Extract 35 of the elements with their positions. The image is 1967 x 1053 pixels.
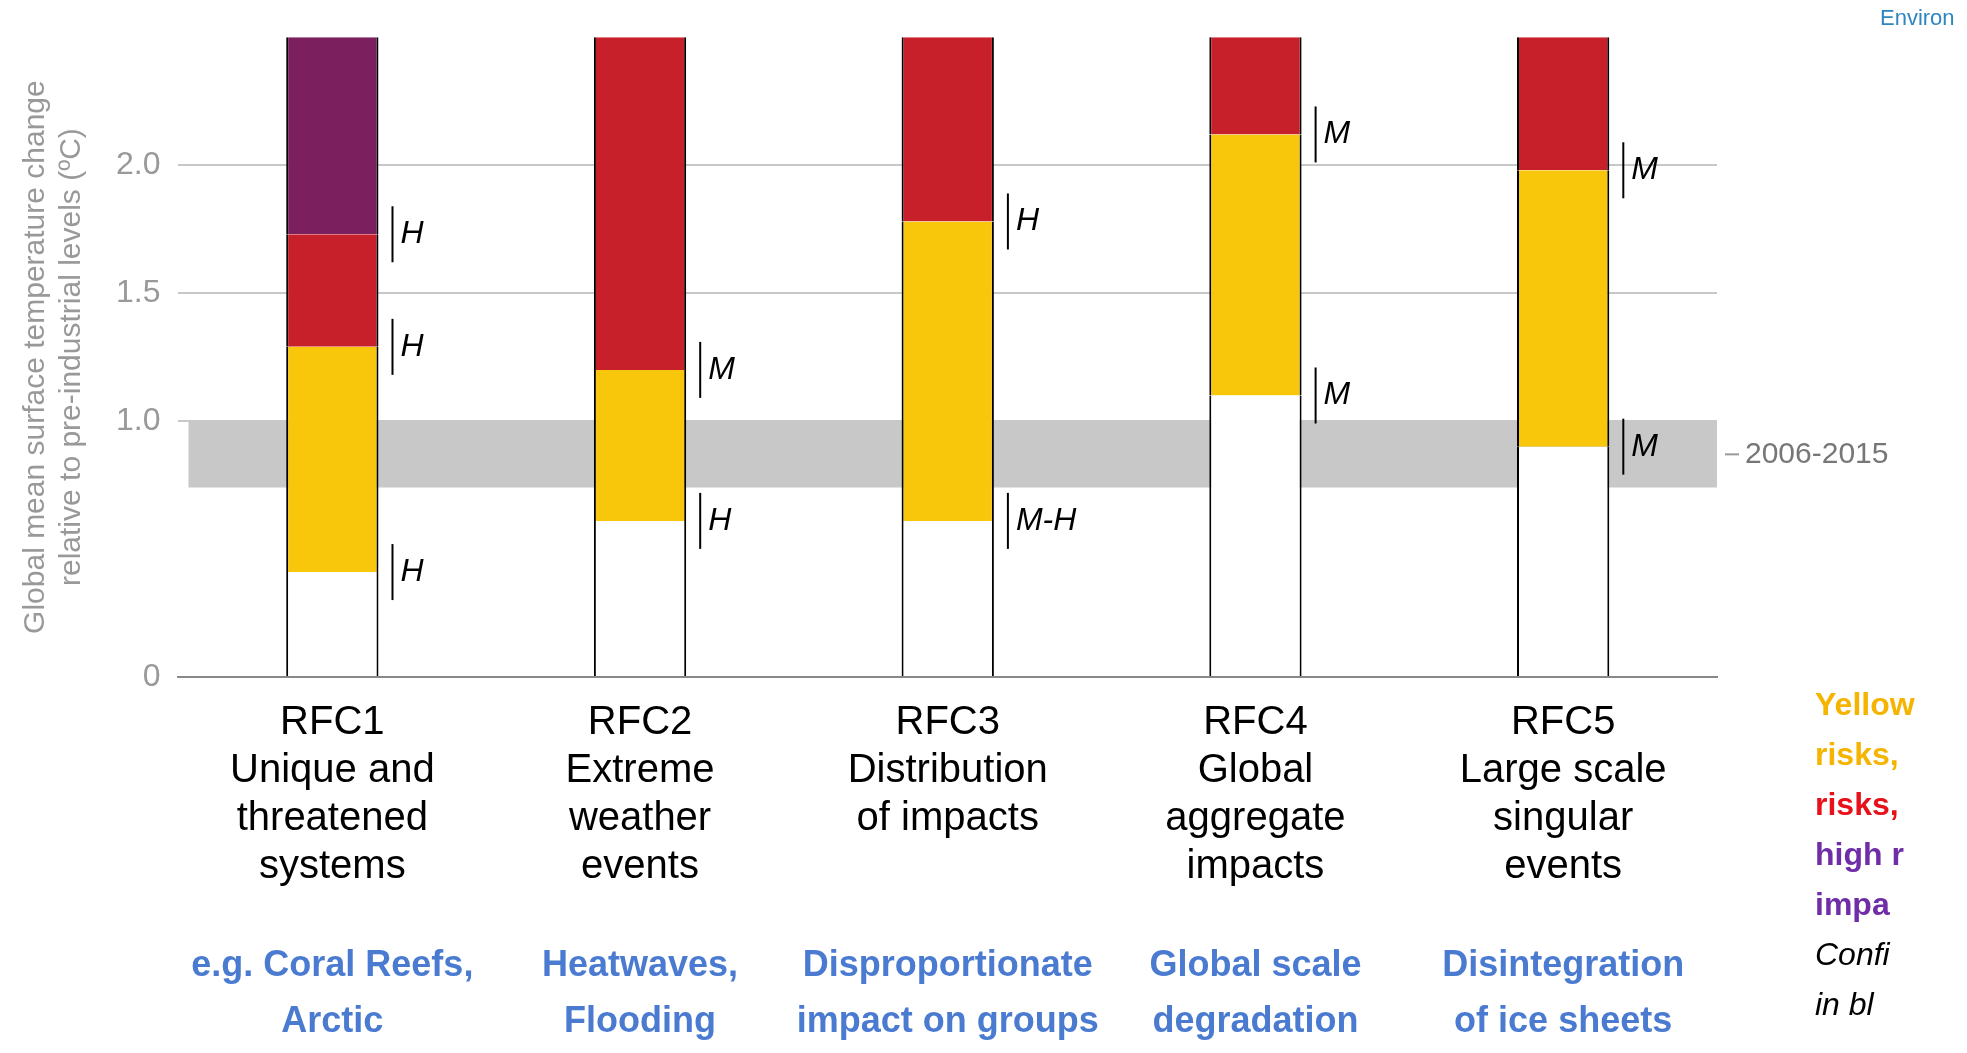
text: high r bbox=[1815, 835, 1904, 872]
y-tick-label: 0 bbox=[142, 656, 161, 693]
x-tick-label: RFC5 Large scale singular events bbox=[1459, 698, 1667, 887]
y-tick-label: 1.0 bbox=[116, 400, 161, 437]
annotation: H bbox=[400, 551, 425, 588]
x-tick-label: RFC2 Extreme weather events bbox=[565, 698, 715, 887]
x-tick-label: RFC3 Distribution of impacts bbox=[847, 698, 1048, 839]
y-axis-title: Global mean surface temperature change relative to pre-industrial levels (ºC) bbox=[17, 80, 87, 634]
text: impa bbox=[1815, 885, 1890, 922]
annotation: M bbox=[1631, 426, 1659, 463]
text: Disintegration of ice sheets bbox=[1442, 942, 1685, 1040]
text: Disproportionate impact on groups bbox=[796, 942, 1099, 1040]
y-tick-label: 1.5 bbox=[116, 272, 161, 309]
text: e.g. Coral Reefs, Arctic bbox=[191, 942, 474, 1040]
text: Environ bbox=[1880, 5, 1955, 31]
y-tick-label: 2.0 bbox=[116, 144, 161, 181]
text: Heatwaves, Flooding bbox=[541, 942, 739, 1040]
text: Confi bbox=[1815, 935, 1891, 972]
annotation: H bbox=[400, 214, 425, 251]
annotation: M bbox=[1323, 114, 1351, 151]
annotation: M bbox=[708, 349, 736, 386]
band-label: 2006-2015 bbox=[1745, 435, 1889, 469]
text: Yellow bbox=[1815, 685, 1915, 722]
text: in bl bbox=[1815, 985, 1875, 1022]
text: Global scale degradation bbox=[1149, 942, 1362, 1040]
annotation: H bbox=[1015, 201, 1040, 238]
text: risks, bbox=[1815, 735, 1899, 772]
annotation: M-H bbox=[1015, 500, 1078, 537]
x-tick-label: RFC4 Global aggregate impacts bbox=[1165, 698, 1346, 887]
annotation: H bbox=[400, 326, 425, 363]
x-tick-label: RFC1 Unique and threatened systems bbox=[230, 698, 435, 887]
annotation: M bbox=[1631, 150, 1659, 187]
text: risks, bbox=[1815, 785, 1899, 822]
annotation: M bbox=[1323, 375, 1351, 412]
annotation: H bbox=[708, 500, 733, 537]
